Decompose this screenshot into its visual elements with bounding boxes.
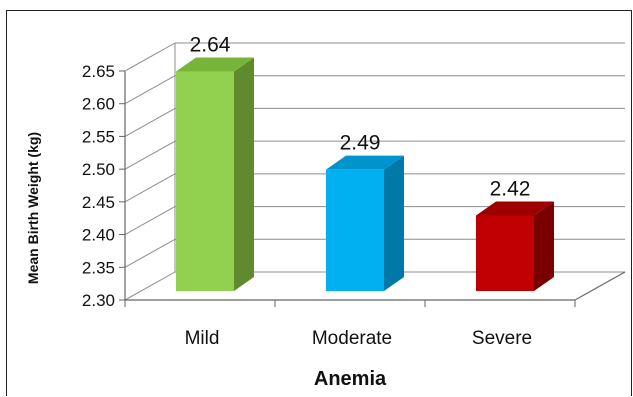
y-tick-label: 2.40 xyxy=(82,226,115,245)
side-gridline xyxy=(124,271,176,301)
side-gridline xyxy=(124,238,176,268)
bar-mild-top xyxy=(176,57,254,72)
floor-right-edge xyxy=(574,271,626,301)
side-gridline xyxy=(124,42,176,72)
category-label-mild: Mild xyxy=(185,328,220,349)
y-tick-label: 2.65 xyxy=(82,62,115,81)
bar-severe-top xyxy=(476,201,554,216)
value-label-moderate: 2.49 xyxy=(340,132,381,155)
y-tick-label: 2.50 xyxy=(82,160,115,179)
y-tick-label: 2.55 xyxy=(82,127,115,146)
bar-severe-side xyxy=(534,201,554,291)
x-axis-title: Anemia xyxy=(314,368,387,390)
side-gridline xyxy=(124,140,176,170)
side-gridline xyxy=(124,206,176,236)
y-axis-title: Mean Birth Weight (kg) xyxy=(25,132,41,284)
bar-mild-side xyxy=(234,57,254,291)
category-label-severe: Severe xyxy=(472,328,532,349)
labels-layer: 2.30 2.35 2.40 2.45 2.50 2.55 2.60 2.65 2.64 Mild… xyxy=(82,34,532,349)
side-gridline xyxy=(124,107,176,137)
category-label-moderate: Moderate xyxy=(312,328,392,349)
value-label-severe: 2.42 xyxy=(490,177,531,200)
chart-frame xyxy=(6,10,632,396)
y-tick-label: 2.30 xyxy=(82,291,115,310)
bar-moderate xyxy=(326,169,384,291)
side-gridline xyxy=(124,75,176,105)
bar-mild xyxy=(176,71,234,292)
bar-severe xyxy=(476,215,534,291)
bar-moderate-top xyxy=(326,155,404,170)
y-tick-label: 2.35 xyxy=(82,258,115,277)
bar-moderate-side xyxy=(384,155,404,291)
y-tick-label: 2.45 xyxy=(82,193,115,212)
y-tick-label: 2.60 xyxy=(82,95,115,114)
side-gridline xyxy=(124,173,176,203)
bars-layer xyxy=(176,57,554,292)
value-label-mild: 2.64 xyxy=(190,34,231,57)
